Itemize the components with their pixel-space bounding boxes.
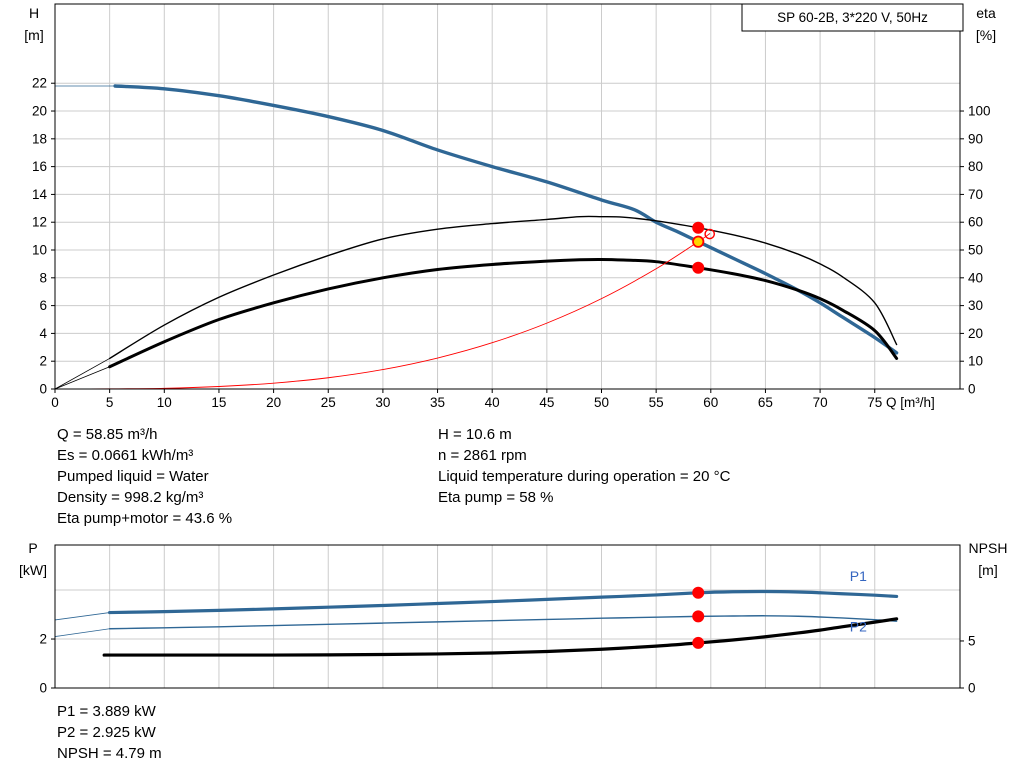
info-line-p2: P2 = 2.925 kW	[57, 724, 156, 741]
tick-label: 14	[32, 187, 48, 202]
tick-label: 30	[375, 395, 390, 410]
tick-label: 20	[266, 395, 281, 410]
info-line-es: Es = 0.0661 kWh/m³	[57, 447, 194, 464]
tick-label: 65	[758, 395, 773, 410]
tick-label: 8	[39, 270, 47, 285]
tick-label: 2	[39, 354, 47, 369]
tick-label: 35	[430, 395, 445, 410]
left-axis-title: P	[28, 540, 37, 556]
tick-label: 40	[968, 270, 983, 285]
curve-lead-p2	[54, 628, 110, 637]
tick-label: 22	[32, 76, 47, 91]
eta-pump-point	[692, 221, 705, 234]
curve-lead-eta-pump	[54, 358, 110, 390]
curve-system-resistance-curve	[54, 233, 711, 390]
tick-label: 5	[968, 633, 976, 648]
tick-label: 70	[968, 187, 983, 202]
tick-label: 50	[968, 243, 983, 258]
tick-label: 50	[594, 395, 609, 410]
eta-total-point	[692, 261, 705, 274]
curve-h-curve	[113, 84, 899, 355]
curve-lead-p1	[54, 612, 110, 621]
tick-label: 5	[106, 395, 114, 410]
info-line-liquid: Pumped liquid = Water	[57, 468, 209, 485]
tick-label: 2	[39, 632, 47, 647]
tick-label: 90	[968, 131, 983, 146]
duty-point	[692, 235, 705, 248]
duty-info-left-column: Q = 58.85 m³/h Es = 0.0661 kWh/m³ Pumped…	[57, 424, 232, 529]
tick-label: 10	[968, 354, 983, 369]
h-q-eta-chart: 0 5 10 15 20 25 30 35 40 45 50 55 60 65 70 75 0 2 4 6 8 10 12 1…	[24, 3, 996, 410]
left-axis-title: [m]	[24, 27, 43, 43]
info-line-temperature: Liquid temperature during operation = 20…	[438, 468, 731, 485]
curve-eta-pump-plus-motor	[108, 257, 899, 369]
tick-label: 16	[32, 159, 47, 174]
right-axis-title: NPSH	[969, 540, 1008, 556]
curve-label-p2: P2	[850, 619, 867, 635]
tick-label: 60	[703, 395, 718, 410]
p1-duty-point	[692, 586, 705, 599]
info-line-h: H = 10.6 m	[438, 426, 512, 443]
tick-label: 100	[968, 104, 991, 119]
right-axis-title: [m]	[978, 562, 997, 578]
tick-label: 0	[968, 382, 976, 397]
tick-label: 40	[485, 395, 500, 410]
tick-label: 20	[32, 104, 47, 119]
info-line-eta-pump: Eta pump = 58 %	[438, 489, 554, 506]
tick-label: 45	[539, 395, 554, 410]
tick-label: 4	[39, 326, 47, 341]
tick-label: 25	[321, 395, 336, 410]
info-line-density: Density = 998.2 kg/m³	[57, 489, 204, 506]
curve-npsh	[102, 617, 899, 657]
tick-label: 10	[157, 395, 172, 410]
info-line-eta-total: Eta pump+motor = 43.6 %	[57, 510, 233, 527]
tick-label: 60	[968, 215, 983, 230]
x-axis-label: Q [m³/h]	[886, 395, 935, 410]
p2-duty-point	[692, 610, 705, 623]
tick-label: 20	[968, 326, 983, 341]
tick-label: 0	[968, 681, 976, 696]
duty-info-bottom-block: P1 = 3.889 kW P2 = 2.925 kW NPSH = 4.79 …	[57, 701, 162, 764]
right-axis-title: [%]	[976, 27, 996, 43]
tick-label: 18	[32, 131, 47, 146]
duty-info-right-column: H = 10.6 m n = 2861 rpm Liquid temperatu…	[438, 424, 730, 508]
plot-frame	[54, 3, 961, 390]
curve-label-p1: P1	[850, 568, 867, 584]
curve-p1	[108, 589, 899, 615]
tick-label: 0	[39, 382, 47, 397]
pump-title-box	[741, 3, 964, 32]
info-line-npsh: NPSH = 4.79 m	[57, 745, 162, 762]
left-axis-title: H	[29, 5, 39, 21]
info-line-q: Q = 58.85 m³/h	[57, 426, 158, 443]
tick-label: 75	[867, 395, 882, 410]
tick-label: 0	[51, 395, 59, 410]
curve-eta-pump	[108, 215, 898, 360]
tick-label: 70	[813, 395, 828, 410]
tick-label: 10	[32, 243, 47, 258]
tick-label: 55	[649, 395, 664, 410]
right-axis-title: eta	[976, 5, 996, 21]
info-line-p1: P1 = 3.889 kW	[57, 703, 156, 720]
tick-label: 80	[968, 159, 983, 174]
tick-label: 12	[32, 215, 47, 230]
tick-label: 6	[39, 298, 47, 313]
tick-label: 15	[211, 395, 226, 410]
pump-title: SP 60-2B, 3*220 V, 50Hz	[777, 10, 928, 25]
tick-label: 0	[39, 681, 47, 696]
tick-label: 30	[968, 298, 983, 313]
max-operating-point	[704, 228, 716, 240]
curve-p2	[108, 615, 898, 630]
plot-frame	[54, 544, 961, 689]
info-line-n: n = 2861 rpm	[438, 447, 527, 464]
left-axis-title: [kW]	[19, 562, 47, 578]
npsh-duty-point	[692, 636, 705, 649]
curve-lead-eta-pump-plus-motor	[54, 366, 110, 390]
power-npsh-chart: 0 2 0 5 P [kW] NPSH [m] P1 P2	[19, 540, 1008, 696]
